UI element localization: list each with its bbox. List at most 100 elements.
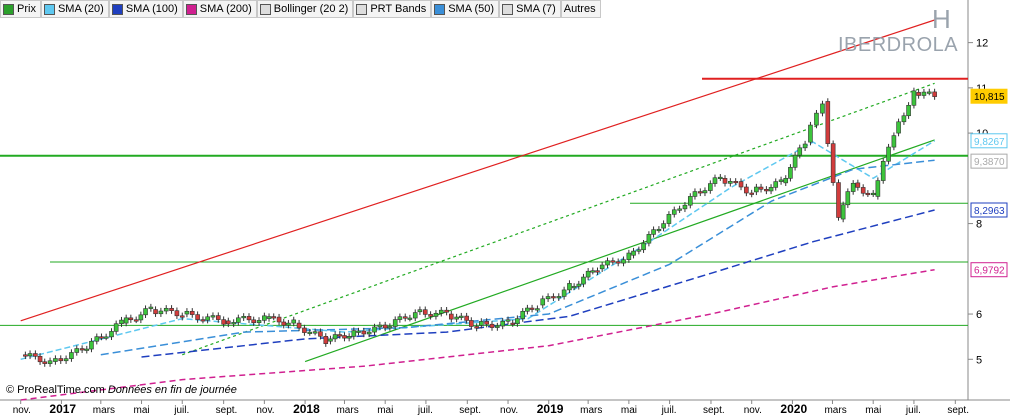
candle-body (123, 317, 129, 324)
candle-body (79, 348, 85, 351)
candle-body (656, 228, 662, 232)
y-tick-label: 12 (976, 38, 988, 50)
candle-body (58, 358, 64, 362)
legend-item[interactable]: SMA (50) (431, 0, 500, 18)
legend-item[interactable]: SMA (100) (108, 0, 183, 18)
candle-body (921, 91, 927, 96)
candle-body (808, 124, 813, 143)
indicator-legend: Prix SMA (20) SMA (100) SMA (200) Bollinger … (0, 0, 601, 18)
candle-body (749, 192, 755, 195)
candle-body (875, 180, 881, 197)
legend-label: SMA (100) (125, 3, 178, 15)
candle-body (42, 361, 48, 364)
candle-body (797, 147, 803, 156)
candle-body (459, 315, 464, 318)
candle-body (323, 336, 329, 344)
candle-body (99, 336, 104, 339)
candle-body (163, 307, 169, 312)
sma-line (100, 159, 935, 356)
x-tick-label: nov. (13, 405, 31, 416)
candle-body (610, 260, 616, 263)
candle-body (216, 315, 221, 320)
legend-label: SMA (7) (516, 3, 556, 15)
candle-body (138, 314, 144, 321)
candle-body (788, 167, 793, 179)
footer-brand: © ProRealTime.com (6, 384, 105, 396)
candle-body (332, 334, 338, 340)
candle-body (773, 181, 779, 188)
candle-body (792, 154, 798, 168)
candle-body (758, 186, 764, 190)
candle-body (119, 319, 124, 325)
candle-body (433, 312, 439, 317)
legend-item[interactable]: Autres (560, 0, 601, 18)
candle-body (438, 309, 444, 314)
candle-body (113, 323, 119, 332)
legend-item[interactable]: SMA (7) (499, 0, 561, 18)
candle-body (195, 314, 200, 320)
x-tick-label: 2018 (293, 402, 320, 416)
candle-body (377, 324, 383, 328)
legend-item[interactable]: SMA (20) (40, 0, 109, 18)
candle-body (631, 250, 636, 256)
candle-body (661, 223, 666, 229)
candle-body (74, 348, 80, 353)
x-tick-label: mars (580, 405, 602, 416)
candle-body (148, 306, 154, 309)
candle-body (738, 181, 744, 188)
candle-body (666, 214, 672, 224)
legend-swatch (111, 3, 123, 15)
candle-body (281, 321, 287, 326)
legend-item[interactable]: Prix (0, 0, 41, 18)
x-tick-label: mai (377, 405, 393, 416)
candle-body (69, 352, 74, 359)
candle-body (576, 283, 582, 287)
candle-body (886, 146, 891, 162)
candle-body (231, 322, 236, 325)
candle-body (47, 360, 53, 364)
candle-body (585, 270, 591, 278)
candle-body (911, 90, 917, 106)
candle-body (697, 191, 703, 194)
candle-body (581, 276, 586, 285)
candle-body (307, 331, 313, 334)
x-tick-label: mars (93, 405, 115, 416)
price-label-box (970, 202, 1008, 218)
candle-body (702, 190, 708, 194)
candle-body (474, 326, 479, 329)
x-tick-label: sept. (703, 405, 725, 416)
watermark-name: IBERDROLA (838, 34, 959, 56)
candle-body (417, 309, 423, 313)
candle-body (361, 330, 367, 335)
candle-body (286, 322, 291, 326)
candle-body (454, 316, 459, 320)
candle-body (33, 353, 38, 357)
candle-body (671, 209, 677, 215)
candle-body (535, 308, 540, 311)
candle-body (226, 320, 231, 325)
legend-item[interactable]: Bollinger (20 2) (256, 0, 354, 18)
footer: © ProRealTime.com Données en fin de jour… (6, 384, 237, 396)
candle-body (728, 181, 733, 184)
candle-body (926, 91, 932, 94)
candle-body (605, 260, 610, 266)
legend-item[interactable]: SMA (200) (182, 0, 257, 18)
candle-body (448, 313, 454, 320)
x-tick-label: sept. (459, 405, 481, 416)
candle-body (932, 91, 937, 97)
candle-body (489, 323, 495, 328)
candle-body (266, 316, 272, 319)
candle-body (733, 181, 738, 184)
candle-body (53, 358, 58, 362)
candle-body (200, 319, 206, 322)
candle-body (422, 309, 428, 315)
candle-body (143, 308, 148, 316)
candle-body (515, 318, 520, 324)
candle-body (351, 330, 357, 337)
x-tick-label: nov. (256, 405, 274, 416)
legend-item[interactable]: PRT Bands (353, 0, 432, 18)
price-label: 8,2963 (974, 206, 1005, 217)
candle-body (271, 316, 277, 319)
candle-body (109, 331, 114, 338)
